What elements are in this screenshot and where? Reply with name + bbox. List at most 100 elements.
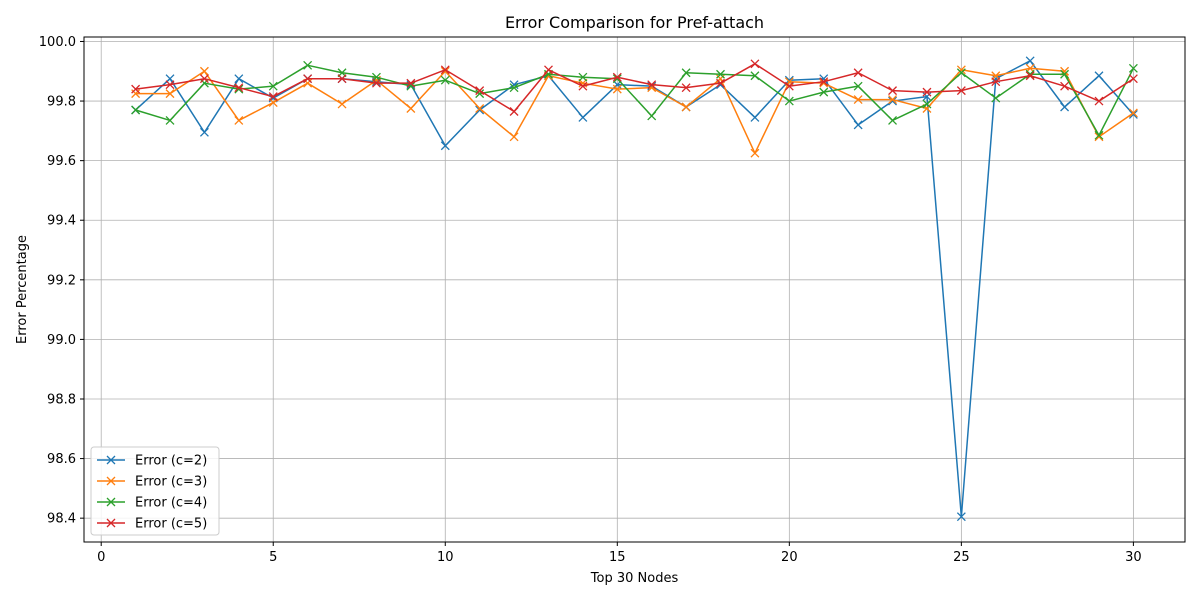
data-point-marker: [819, 77, 829, 87]
data-point-marker: [406, 78, 416, 88]
data-point-marker: [888, 95, 898, 105]
data-point-marker: [750, 148, 760, 158]
data-point-marker: [268, 81, 278, 91]
plot-frame: [83, 36, 1186, 543]
data-point-marker: [681, 68, 691, 78]
data-point-marker: [853, 120, 863, 130]
legend-marker: [106, 518, 116, 528]
x-tick-label: 25: [953, 550, 970, 565]
data-point-marker: [922, 99, 932, 109]
data-point-marker: [337, 74, 347, 84]
data-point-marker: [750, 59, 760, 69]
y-axis-title: Error Percentage: [15, 235, 30, 344]
x-axis-title: Top 30 Nodes: [590, 571, 679, 586]
data-point-marker: [681, 102, 691, 112]
legend-item: Error (c=3): [97, 475, 207, 490]
data-point-marker: [888, 115, 898, 125]
data-point-marker: [165, 115, 175, 125]
data-point-marker: [956, 68, 966, 78]
data-point-marker: [956, 86, 966, 96]
legend-item: Error (c=5): [97, 517, 207, 532]
data-point-marker: [371, 78, 381, 88]
data-point-marker: [131, 105, 141, 115]
y-tick-label: 98.6: [47, 452, 76, 467]
series-layer: [131, 56, 1138, 522]
data-point-marker: [647, 80, 657, 90]
grid-layer: [84, 37, 1185, 542]
data-point-marker: [819, 87, 829, 97]
data-point-marker: [199, 127, 209, 137]
legend-label: Error (c=3): [135, 475, 207, 490]
data-point-marker: [234, 115, 244, 125]
data-point-marker: [853, 68, 863, 78]
data-point-marker: [1094, 71, 1104, 81]
data-point-marker: [544, 65, 553, 75]
data-point-marker: [784, 81, 794, 91]
legend-marker: [106, 455, 116, 465]
data-point-marker: [509, 83, 519, 93]
data-point-marker: [509, 107, 519, 116]
data-point-marker: [956, 512, 966, 522]
data-point-marker: [853, 95, 863, 105]
series-line: [135, 63, 1134, 113]
data-point-marker: [303, 60, 313, 70]
data-point-marker: [1128, 110, 1138, 119]
y-tick-label: 98.4: [47, 512, 76, 527]
series-2: [131, 63, 1138, 158]
y-tick-label: 99.2: [47, 273, 76, 288]
series-4: [131, 59, 1138, 116]
data-point-marker: [165, 80, 175, 90]
data-point-marker: [440, 141, 450, 151]
data-point-marker: [1128, 63, 1138, 73]
data-point-marker: [199, 66, 209, 76]
data-point-marker: [165, 89, 175, 99]
data-point-marker: [234, 83, 244, 93]
data-point-marker: [268, 92, 278, 102]
y-tick-label: 99.0: [47, 333, 76, 348]
x-tick-label: 30: [1125, 550, 1142, 565]
data-point-marker: [681, 83, 691, 93]
y-tick-label: 98.8: [47, 392, 76, 407]
x-tick-label: 20: [781, 550, 798, 565]
data-point-marker: [1060, 69, 1070, 79]
data-point-marker: [1094, 132, 1104, 142]
data-point-marker: [647, 111, 657, 121]
legend-marker: [106, 476, 116, 486]
data-point-marker: [440, 66, 450, 76]
data-point-marker: [475, 86, 485, 96]
data-point-marker: [750, 112, 760, 122]
y-tick-label: 100.0: [39, 35, 76, 50]
series-line: [135, 64, 1135, 137]
data-point-marker: [475, 104, 485, 113]
data-point-marker: [888, 96, 898, 106]
data-point-marker: [440, 65, 450, 75]
data-point-marker: [1025, 56, 1035, 66]
chart-title: Error Comparison for Pref-attach: [505, 13, 764, 32]
legend-marker: [106, 497, 116, 507]
data-point-marker: [475, 89, 485, 99]
data-point-marker: [991, 93, 1001, 103]
data-point-marker: [578, 81, 588, 91]
data-point-marker: [1060, 102, 1070, 112]
x-tick-label: 0: [97, 550, 105, 565]
data-point-marker: [1060, 81, 1070, 91]
legend-label: Error (c=4): [135, 496, 207, 511]
data-point-marker: [475, 105, 485, 115]
data-point-marker: [1128, 108, 1138, 118]
data-point-marker: [1128, 74, 1138, 84]
x-tick-label: 10: [437, 550, 454, 565]
data-point-marker: [612, 72, 622, 82]
data-point-marker: [716, 69, 725, 79]
x-tick-label: 15: [609, 550, 626, 565]
legend-item: Error (c=2): [97, 454, 207, 469]
data-point-marker: [612, 84, 622, 94]
data-point-marker: [440, 75, 450, 85]
data-point-marker: [131, 84, 141, 94]
data-point-marker: [750, 71, 760, 81]
y-tick-label: 99.6: [47, 154, 76, 169]
data-point-marker: [1094, 96, 1104, 106]
data-point-marker: [1094, 130, 1104, 140]
data-point-marker: [956, 65, 966, 75]
data-point-marker: [922, 87, 932, 97]
